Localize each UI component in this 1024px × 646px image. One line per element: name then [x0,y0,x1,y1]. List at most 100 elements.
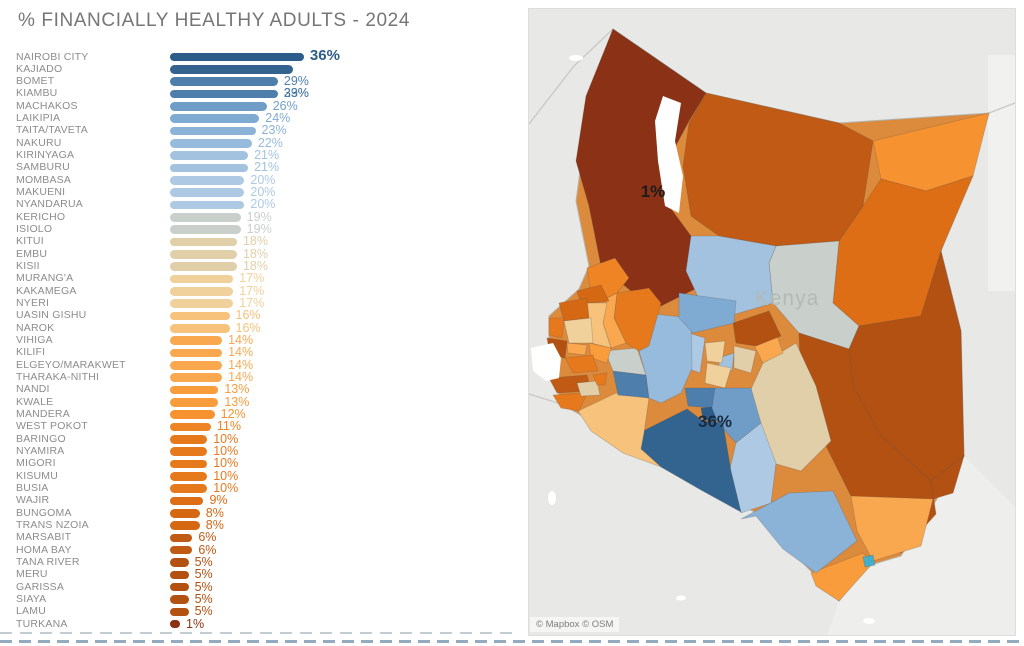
bar-garissa[interactable] [170,582,189,592]
county-label-meru: MERU [16,568,48,581]
county-label-bungoma: BUNGOMA [16,506,72,519]
bar-isiolo[interactable] [170,225,241,234]
county-nyamira[interactable] [592,372,608,386]
county-kisumu[interactable] [564,354,599,374]
small-lake [676,595,686,601]
bar-kilifi[interactable] [170,348,223,358]
bar-trans-nzoia[interactable] [170,521,200,530]
bar-nandi[interactable] [170,385,219,395]
bar-kakamega[interactable] [170,286,234,296]
chart-title: % FINANCIALLY HEALTHY ADULTS - 2024 [18,10,410,31]
bar-west-pokot[interactable] [170,422,211,432]
bar-narok[interactable] [170,323,230,333]
bar-meru[interactable] [170,570,189,580]
county-kisii[interactable] [576,380,601,397]
county-busia[interactable] [548,317,565,339]
county-mombasa[interactable] [862,554,876,568]
county-label-kakamega: KAKAMEGA [16,284,77,297]
bar-kwale[interactable] [170,397,219,407]
bar-siaya[interactable] [170,595,189,604]
county-label-marsabit: MARSABIT [16,531,72,544]
map-watermark: Kenya [755,287,820,310]
county-label-mombasa: MOMBASA [16,173,72,186]
bar-kisii[interactable] [170,262,237,271]
bar-nyamira[interactable] [170,447,208,456]
county-label-tana-river: TANA RIVER [16,556,80,569]
bar-samburu[interactable] [170,163,249,173]
bar-kajiado[interactable] [170,65,293,74]
bar-baringo[interactable] [170,434,208,444]
bar-embu[interactable] [170,249,237,259]
bar-elgeyo-marakwet[interactable] [170,360,223,370]
value-label-kilifi: 14% [228,345,254,360]
bar-busia[interactable] [170,484,208,493]
county-nandi[interactable] [588,342,612,364]
bar-migori[interactable] [170,459,208,469]
value-label-kajiado: 33% [283,85,309,100]
county-meru[interactable] [732,310,782,347]
bar-kirinyaga[interactable] [170,151,249,160]
county-migori[interactable] [552,392,588,412]
bar-nyeri[interactable] [170,299,234,308]
bar-mombasa[interactable] [170,176,245,185]
bar-bungoma[interactable] [170,508,200,518]
value-label-kericho: 19% [246,209,272,224]
county-label-taita-taveta: TAITA/TAVETA [16,124,89,137]
bar-nyandarua[interactable] [170,200,245,210]
value-label-nairobi-city: 36% [309,47,340,64]
value-label-mombasa: 20% [250,172,276,187]
bar-vihiga[interactable] [170,336,223,345]
bar-nakuru[interactable] [170,139,252,148]
county-kwale[interactable] [810,552,874,602]
bar-uasin-gishu[interactable] [170,311,230,321]
bar-wajir[interactable] [170,496,204,506]
bar-tharaka-nithi[interactable] [170,373,223,382]
county-laikipia[interactable] [678,292,737,334]
somalia-tile [988,55,1015,291]
bar-laikipia[interactable] [170,114,260,123]
dashed-divider-lower [0,640,1024,643]
bar-homa-bay[interactable] [170,545,193,555]
county-baringo[interactable] [613,287,662,352]
county-nyeri[interactable] [704,340,726,364]
county-kiambu[interactable] [684,387,716,409]
bar-marsabit[interactable] [170,533,193,543]
dashed-divider-upper [0,632,514,634]
bar-lamu[interactable] [170,607,189,617]
value-label-mandera: 12% [220,407,246,422]
value-label-marsabit: 6% [198,530,217,545]
bar-kitui[interactable] [170,237,237,247]
bar-tana-river[interactable] [170,558,189,567]
county-vihiga[interactable] [566,342,588,356]
county-label-kilifi: KILIFI [16,346,46,359]
bar-nairobi-city[interactable] [170,52,304,62]
county-embu[interactable] [733,345,757,374]
bar-kisumu[interactable] [170,471,208,481]
map-panel: Kenya 1% 36% © Mapbox © OSM [528,8,1016,636]
county-taita-taveta[interactable] [740,490,858,574]
county-kilifi[interactable] [850,495,934,562]
bar-kiambu[interactable] [170,89,278,99]
value-label-uasin-gishu: 16% [235,308,261,323]
lake-turkana [655,96,683,213]
value-label-nandi: 13% [224,382,250,397]
bar-turkana[interactable] [170,619,180,629]
county-nakuru[interactable] [638,312,693,404]
county-label-kisii: KISII [16,260,40,273]
bar-mandera[interactable] [170,410,215,419]
county-bungoma[interactable] [558,297,590,322]
bar-bomet[interactable] [170,77,278,86]
county-kakamega[interactable] [563,317,594,344]
bar-makueni[interactable] [170,188,245,197]
value-label-kiambu: 29% [283,86,309,101]
border-line-ne [988,102,1015,114]
county-label-lamu: LAMU [16,605,46,618]
kenya-choropleth-map[interactable]: Kenya 1% 36% [529,9,1015,635]
county-lamu[interactable] [930,454,965,500]
county-label-samburu: SAMBURU [16,161,70,174]
bar-machakos[interactable] [170,102,267,111]
county-samburu[interactable] [685,235,777,317]
bar-kericho[interactable] [170,212,241,222]
bar-taita-taveta[interactable] [170,126,256,136]
bar-murang-a[interactable] [170,274,234,284]
